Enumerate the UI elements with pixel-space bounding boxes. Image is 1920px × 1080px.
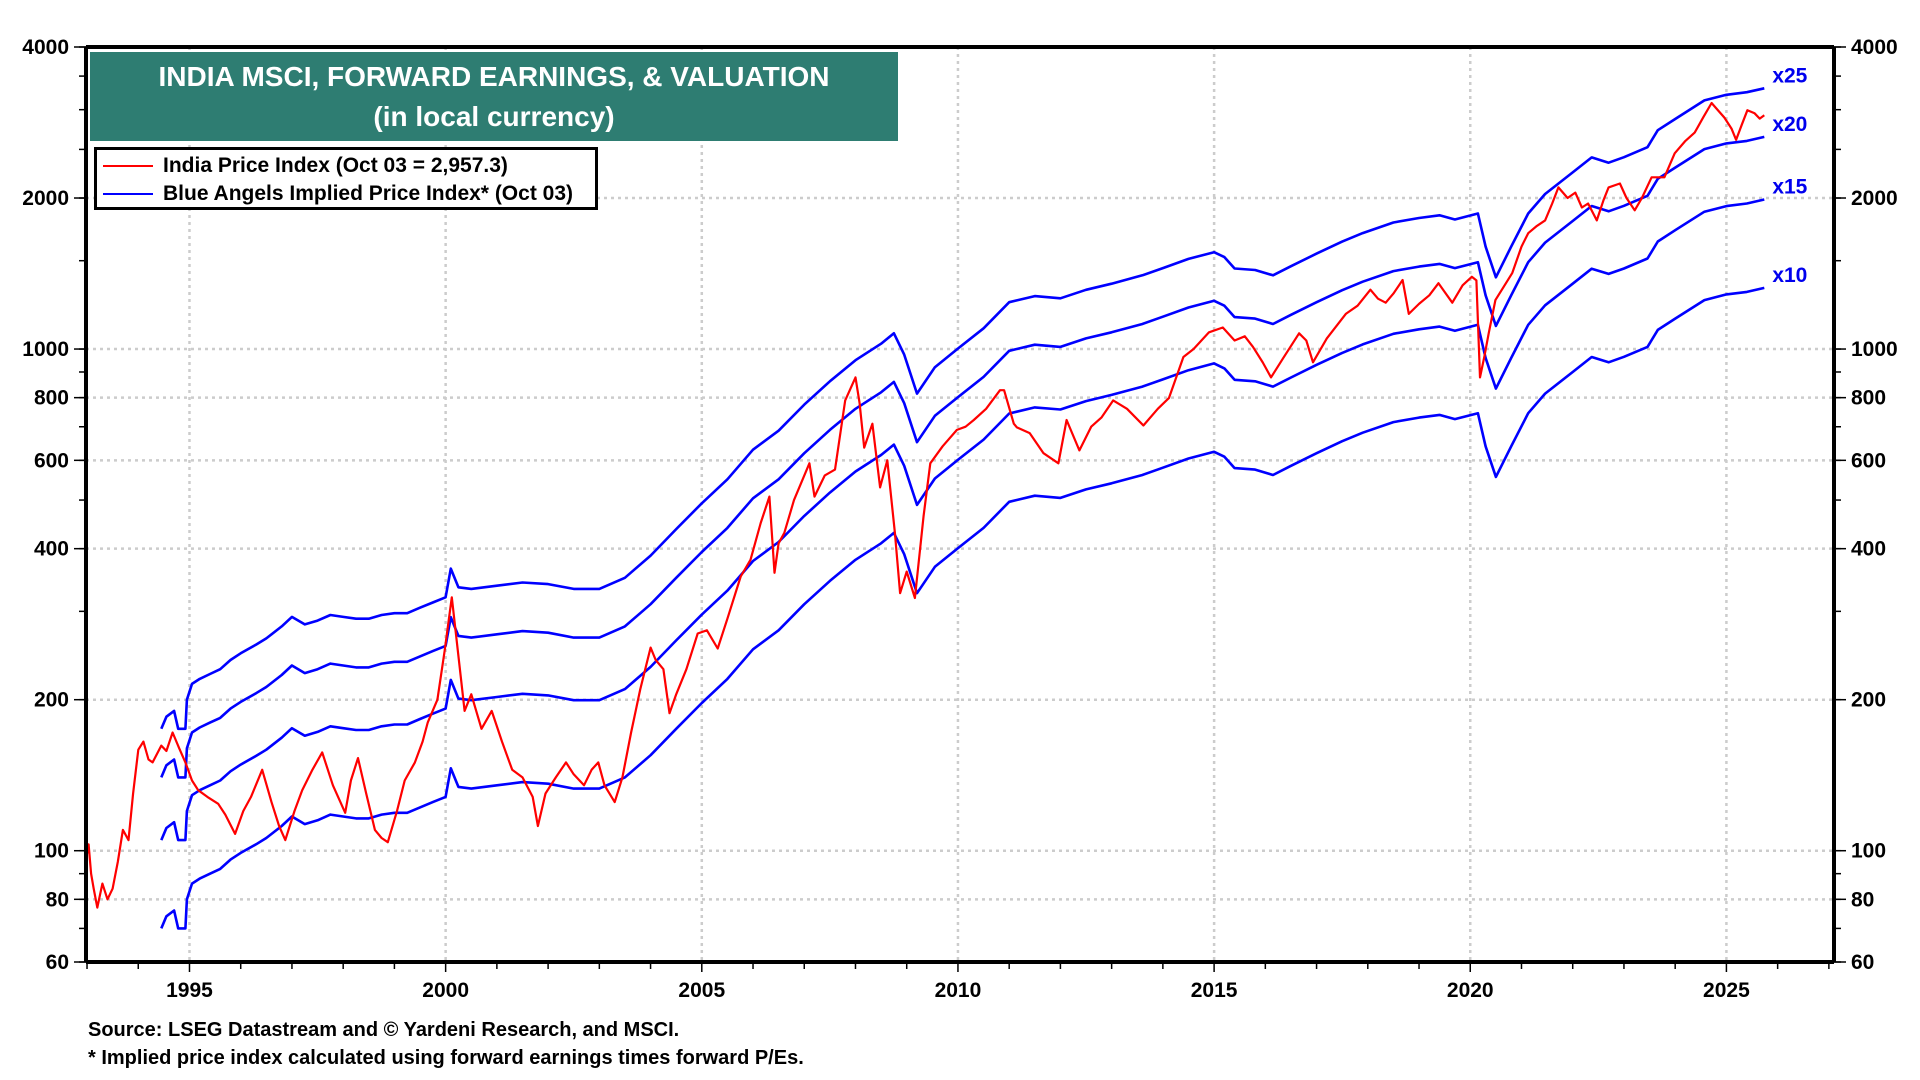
x-tick-label: 2015 xyxy=(1191,979,1238,1002)
y-tick-label-right: 2000 xyxy=(1851,187,1898,210)
y-tick-label-right: 1000 xyxy=(1851,338,1898,361)
y-tick-label-left: 800 xyxy=(34,387,69,410)
series-line-implied-x20 xyxy=(160,135,1765,779)
y-tick-label-right: 100 xyxy=(1851,840,1886,863)
y-tick-label-left: 400 xyxy=(34,538,69,561)
chart-subtitle: (in local currency) xyxy=(373,101,615,132)
series-line-india-price xyxy=(84,101,1765,909)
y-tick-label-right: 600 xyxy=(1851,449,1886,472)
x-tick-label: 1995 xyxy=(166,979,213,1002)
x-tick-label: 2005 xyxy=(678,979,725,1002)
axes: 1995 2000 2005 2010 2015 2020 2025 60 60 80 80 100 1… xyxy=(22,36,1897,1002)
legend: India Price Index (Oct 03 = 2,957.3) Blu… xyxy=(94,147,598,210)
legend-swatch-red xyxy=(103,165,153,167)
x-tick-label: 2025 xyxy=(1703,979,1750,1002)
y-tick-label-right: 400 xyxy=(1851,538,1886,561)
series-line-implied-x25 xyxy=(160,87,1765,731)
band-label-x15: x15 xyxy=(1772,176,1807,199)
band-label-x25: x25 xyxy=(1772,64,1807,87)
legend-item-india-price: India Price Index (Oct 03 = 2,957.3) xyxy=(103,152,595,180)
band-label-x20: x20 xyxy=(1772,113,1807,136)
x-tick-label: 2020 xyxy=(1447,979,1494,1002)
legend-item-implied-price: Blue Angels Implied Price Index* (Oct 03… xyxy=(103,180,595,208)
y-tick-label-left: 60 xyxy=(46,951,69,974)
legend-label-implied-price: Blue Angels Implied Price Index* (Oct 03… xyxy=(163,182,574,205)
y-tick-label-left: 100 xyxy=(34,840,69,863)
y-tick-label-left: 1000 xyxy=(22,338,69,361)
band-label-x10: x10 xyxy=(1772,264,1807,287)
footnote: * Implied price index calculated using f… xyxy=(88,1047,804,1069)
series-line-implied-x10 xyxy=(160,286,1765,930)
x-tick-label: 2010 xyxy=(935,979,982,1002)
y-tick-label-left: 600 xyxy=(34,449,69,472)
y-tick-label-right: 200 xyxy=(1851,689,1886,712)
legend-label-india-price: India Price Index (Oct 03 = 2,957.3) xyxy=(163,154,508,177)
y-tick-label-right: 4000 xyxy=(1851,36,1898,59)
chart-title: INDIA MSCI, FORWARD EARNINGS, & VALUATIO… xyxy=(158,61,830,92)
y-tick-label-right: 60 xyxy=(1851,951,1874,974)
y-tick-label-left: 80 xyxy=(46,888,69,911)
y-tick-label-right: 800 xyxy=(1851,387,1886,410)
series-group xyxy=(84,87,1765,930)
series-line-implied-x15 xyxy=(160,198,1765,842)
legend-swatch-blue xyxy=(103,193,153,195)
y-tick-label-left: 200 xyxy=(34,689,69,712)
x-tick-label: 2000 xyxy=(422,979,469,1002)
band-labels: x10 x15 x20 x25 xyxy=(1772,64,1807,287)
source-note: Source: LSEG Datastream and © Yardeni Re… xyxy=(88,1019,680,1041)
chart-title-box: INDIA MSCI, FORWARD EARNINGS, & VALUATIO… xyxy=(90,52,898,141)
y-tick-label-right: 80 xyxy=(1851,888,1874,911)
y-tick-label-left: 4000 xyxy=(22,36,69,59)
y-tick-label-left: 2000 xyxy=(22,187,69,210)
